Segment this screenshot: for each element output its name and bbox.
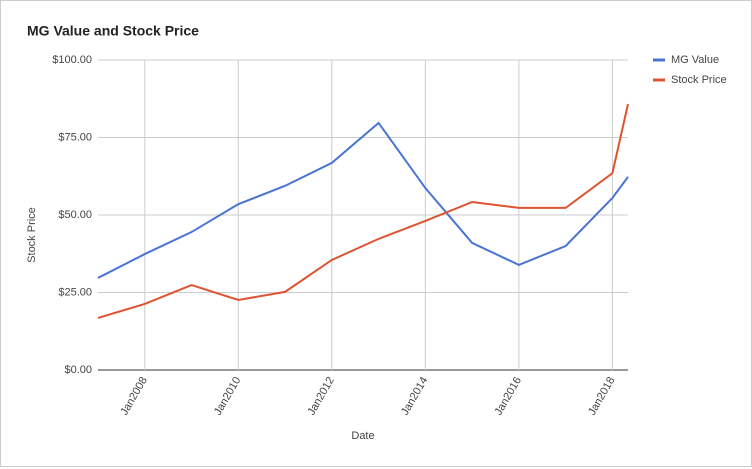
chart-title: MG Value and Stock Price [27,23,199,39]
legend-label: Stock Price [671,74,727,86]
y-tick-label: $0.00 [64,364,92,376]
y-tick-label: $75.00 [58,131,92,143]
series-line [97,103,629,319]
series-line [97,121,629,279]
legend-label: MG Value [671,54,719,66]
y-tick-label: $50.00 [58,209,92,221]
y-tick-label: $100.00 [52,54,92,66]
y-tick-label: $25.00 [58,286,92,298]
x-axis-title: Date [351,430,374,442]
y-axis-title: Stock Price [26,207,38,263]
